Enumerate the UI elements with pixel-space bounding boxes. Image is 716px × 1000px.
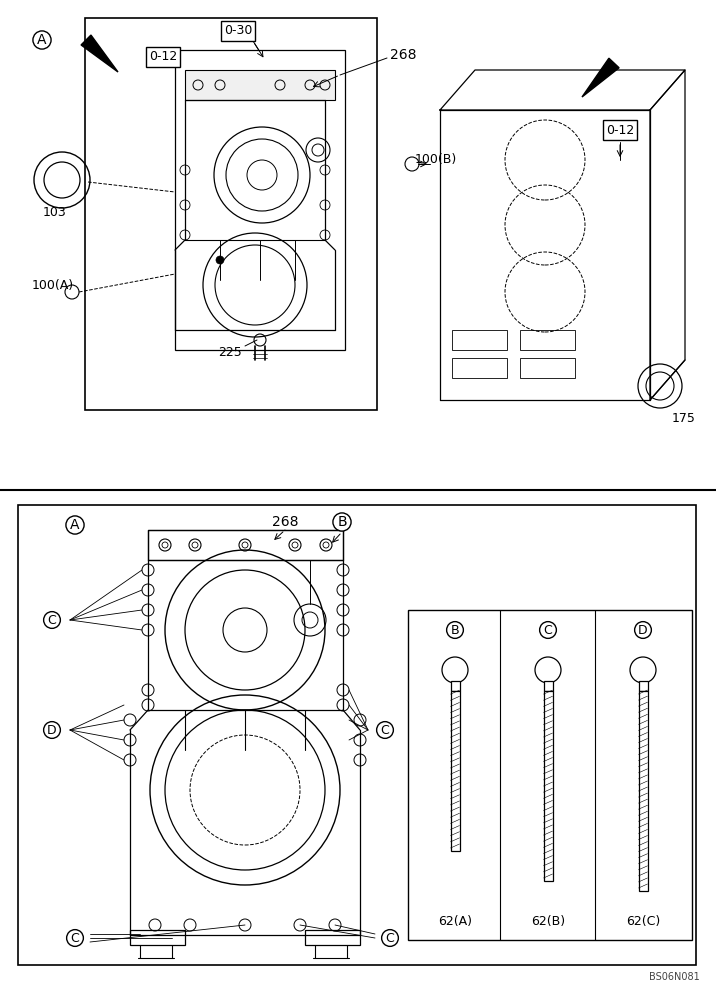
Bar [639, 691, 647, 891]
Circle shape [242, 542, 248, 548]
Bar [440, 110, 650, 400]
Bar [520, 358, 575, 378]
Text: C: C [386, 932, 395, 944]
Text: C: C [48, 613, 57, 626]
Polygon shape [81, 35, 118, 72]
Bar [450, 681, 460, 691]
Circle shape [292, 542, 298, 548]
Bar [185, 70, 335, 100]
Bar [85, 18, 377, 410]
Text: BS06N081: BS06N081 [649, 972, 700, 982]
Text: 175: 175 [672, 412, 696, 424]
Text: 0-12: 0-12 [606, 123, 634, 136]
Bar [543, 691, 553, 881]
Text: B: B [450, 624, 459, 637]
Text: 62(A): 62(A) [438, 916, 472, 928]
Text: 268: 268 [272, 515, 299, 529]
Text: B: B [337, 515, 347, 529]
Circle shape [535, 657, 561, 683]
Circle shape [162, 542, 168, 548]
Bar [452, 358, 507, 378]
Text: C: C [381, 724, 390, 736]
Text: 268: 268 [390, 48, 417, 62]
Text: A: A [37, 33, 47, 47]
Bar [639, 681, 647, 691]
Text: 0-12: 0-12 [149, 50, 177, 64]
Circle shape [323, 542, 329, 548]
Bar [18, 505, 696, 965]
Circle shape [192, 542, 198, 548]
Bar [450, 691, 460, 851]
Text: D: D [47, 724, 57, 736]
Circle shape [216, 256, 224, 264]
Text: 100(B): 100(B) [415, 153, 458, 166]
Text: C: C [543, 624, 552, 637]
Text: D: D [638, 624, 648, 637]
Text: 100(A): 100(A) [32, 278, 74, 292]
Text: 62(B): 62(B) [531, 916, 565, 928]
Circle shape [442, 657, 468, 683]
Text: C: C [71, 932, 79, 944]
Bar [305, 930, 360, 945]
Bar [408, 610, 692, 940]
Bar [175, 50, 345, 350]
Bar [130, 930, 185, 945]
Text: 225: 225 [218, 346, 242, 359]
Bar [452, 330, 507, 350]
Bar [520, 330, 575, 350]
Text: A: A [70, 518, 79, 532]
Text: 0-30: 0-30 [224, 24, 252, 37]
Bar [148, 530, 343, 560]
Text: 62(C): 62(C) [626, 916, 660, 928]
Polygon shape [582, 58, 619, 97]
Circle shape [630, 657, 656, 683]
Bar [543, 681, 553, 691]
Text: 103: 103 [43, 206, 67, 219]
